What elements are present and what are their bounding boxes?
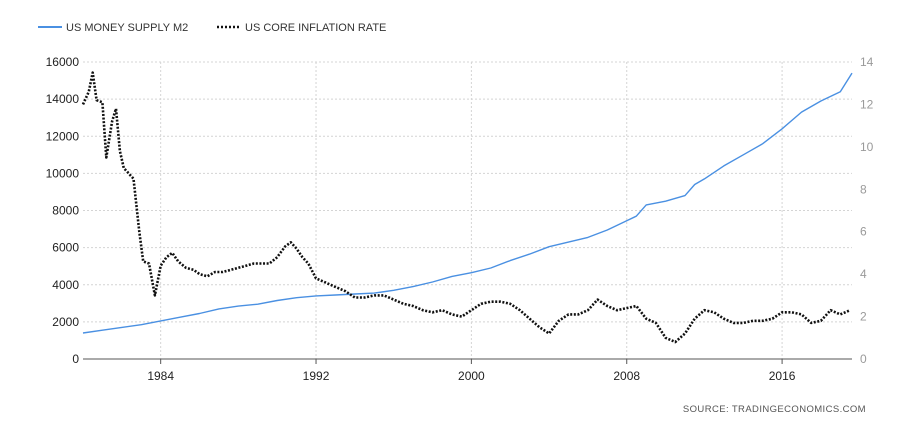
gridlines [83,61,852,359]
right-tick-label: 10 [860,140,874,154]
legend: US MONEY SUPPLY M2 US CORE INFLATION RAT… [38,22,386,34]
x-tick-label: 2008 [613,369,640,383]
left-tick-label: 16000 [46,55,80,69]
left-axis-ticks: 0 2000 4000 6000 8000 10000 12000 14000 16000 [46,55,80,366]
series-line-core-inflation [81,71,851,344]
x-tick-label: 1992 [303,369,330,383]
source-label: SOURCE: TRADINGECONOMICS.COM [683,404,866,415]
right-tick-label: 12 [860,97,874,111]
legend-label-inflation: US CORE INFLATION RATE [245,22,386,34]
right-tick-label: 2 [860,310,867,324]
x-tick-label: 2000 [458,369,485,383]
x-axis-ticks: 1984 1992 2000 2008 2016 [147,359,796,383]
x-tick-label: 2016 [769,369,796,383]
right-tick-label: 4 [860,267,867,281]
left-tick-label: 0 [72,352,79,366]
right-tick-label: 0 [860,352,867,366]
right-tick-label: 14 [860,55,874,69]
right-tick-label: 8 [860,182,867,196]
legend-label-m2: US MONEY SUPPLY M2 [66,22,188,34]
x-tick-label: 1984 [147,369,174,383]
right-axis-ticks: 0 2 4 6 8 10 12 14 [860,55,874,366]
series-line-money-supply-m2 [82,72,853,334]
series-group [81,71,853,344]
left-tick-label: 4000 [52,278,79,292]
right-tick-label: 6 [860,225,867,239]
axes: 1984 1992 2000 2008 2016 0 2000 4000 6000 8000 10… [46,55,874,383]
left-tick-label: 8000 [52,204,79,218]
left-tick-label: 14000 [46,92,80,106]
left-tick-label: 10000 [46,166,80,180]
left-tick-label: 6000 [52,241,79,255]
left-tick-label: 12000 [46,129,80,143]
left-tick-label: 2000 [52,315,79,329]
